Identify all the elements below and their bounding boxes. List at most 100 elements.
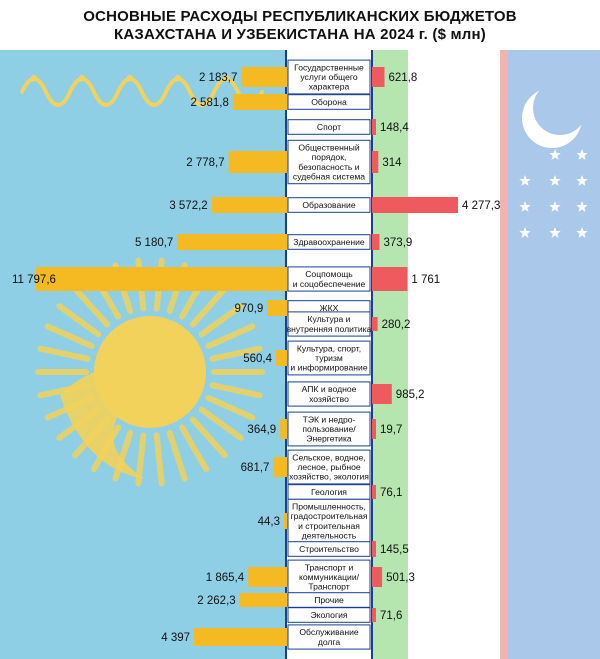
ornament-dot bbox=[126, 74, 134, 82]
kazakhstan-bars bbox=[36, 67, 288, 646]
sun-ray bbox=[44, 323, 95, 349]
category-label: Строительство bbox=[287, 541, 371, 557]
kazakhstan-value-label: 2 581,8 bbox=[190, 97, 228, 109]
uzbekistan-bars bbox=[372, 67, 458, 622]
kazakhstan-value-label: 2 778,7 bbox=[186, 157, 224, 169]
uzbekistan-value-label: 19,7 bbox=[380, 424, 402, 436]
uzbekistan-bar bbox=[372, 608, 376, 622]
category-label-line: Соцпомощь bbox=[305, 269, 353, 279]
chart-title-line-2: КАЗАХСТАНА И УЗБЕКИСТАНА НА 2024 г. ($ м… bbox=[114, 26, 486, 43]
uzbekistan-value-label: 1 761 bbox=[411, 274, 440, 286]
category-label-line: Транспорт и bbox=[305, 562, 354, 572]
uzbekistan-value-label: 4 277,3 bbox=[462, 200, 500, 212]
star-icon bbox=[576, 149, 588, 160]
uzbekistan-value-label: 621,8 bbox=[389, 72, 418, 84]
category-label-line: Энергетика bbox=[306, 434, 352, 444]
category-label-line: градостроительная bbox=[290, 511, 367, 521]
kazakhstan-value-label: 11 797,6 bbox=[12, 274, 56, 286]
kazakhstan-value-label: 3 572,2 bbox=[169, 200, 207, 212]
kazakhstan-value-label: 364,9 bbox=[247, 424, 276, 436]
kazakhstan-value-label: 44,3 bbox=[258, 516, 280, 528]
sun-ray bbox=[198, 303, 244, 338]
category-label-line: Прочие bbox=[314, 595, 344, 605]
star-icon bbox=[576, 175, 588, 186]
crescent-moon-cutout bbox=[533, 81, 587, 135]
eagle-icon bbox=[60, 367, 155, 479]
category-label-box bbox=[287, 498, 371, 544]
sun-ray bbox=[112, 429, 134, 482]
sun-ray bbox=[179, 424, 209, 472]
category-label: Здравоохранение bbox=[287, 234, 371, 250]
kazakhstan-bar bbox=[232, 94, 288, 110]
uzbekistan-value-label: 501,3 bbox=[386, 572, 415, 584]
category-label-line: Строительство bbox=[299, 544, 359, 554]
category-label-line: порядок, bbox=[312, 152, 347, 162]
category-label-line: Государственные bbox=[294, 62, 364, 72]
category-label-box bbox=[287, 559, 371, 595]
uzbekistan-value-label: 373,9 bbox=[384, 237, 413, 249]
category-label: Спорт bbox=[287, 119, 371, 135]
kazakhstan-value-label: 5 180,7 bbox=[135, 237, 173, 249]
uzbekistan-value-label: 985,2 bbox=[396, 389, 425, 401]
category-label-line: туризм bbox=[315, 353, 343, 363]
kazakhstan-bar bbox=[228, 151, 288, 173]
sun-ray bbox=[56, 303, 102, 338]
category-label: Экология bbox=[287, 607, 371, 623]
category-label-box bbox=[287, 234, 371, 250]
category-label-line: Сельское, водное, bbox=[292, 452, 365, 462]
kazakhstan-value-label: 560,4 bbox=[243, 353, 272, 365]
category-label: Геология bbox=[287, 484, 371, 500]
uzbekistan-flag-white-stripe bbox=[408, 50, 500, 659]
kazakhstan-bar bbox=[194, 628, 288, 646]
category-label-box bbox=[287, 449, 371, 485]
kazakhstan-bar bbox=[267, 300, 288, 316]
uzbekistan-bar bbox=[372, 234, 380, 250]
kazakhstan-value-label: 4 397 bbox=[161, 632, 190, 644]
kazakhstan-bar bbox=[276, 350, 288, 366]
uzbekistan-flag-blue-stripe bbox=[508, 50, 600, 659]
sun-ray bbox=[72, 285, 111, 328]
uzbekistan-flag-red-stripe bbox=[500, 50, 508, 659]
uzbekistan-bar bbox=[372, 197, 458, 213]
kazakhstan-bar bbox=[211, 197, 288, 213]
category-label-line: Экология bbox=[310, 610, 347, 620]
ornament-dot bbox=[30, 74, 38, 82]
star-icon bbox=[576, 201, 588, 212]
category-label-line: Культура, спорт, bbox=[297, 343, 361, 353]
uzbekistan-value-label: 280,2 bbox=[382, 319, 411, 331]
kazakhstan-bar bbox=[273, 457, 288, 477]
category-label-line: услуги общего bbox=[300, 72, 358, 82]
sun-ray bbox=[189, 416, 228, 459]
sun-ray bbox=[37, 345, 91, 362]
category-label-line: Транспорт bbox=[308, 582, 349, 592]
kazakhstan-bar bbox=[280, 419, 288, 439]
category-label: Образование bbox=[287, 197, 371, 213]
category-label-line: АПК и водное bbox=[302, 384, 357, 394]
uzbekistan-value-label: 148,4 bbox=[380, 122, 409, 134]
category-label-line: безопасность и bbox=[298, 162, 359, 172]
category-label-box bbox=[287, 340, 371, 376]
uzbekistan-bar bbox=[372, 119, 376, 135]
sun-ray bbox=[198, 406, 244, 441]
kazakhstan-bar bbox=[36, 267, 288, 291]
category-label-line: судебная система bbox=[293, 171, 365, 181]
sun-ray bbox=[209, 382, 263, 399]
uzbekistan-bar bbox=[372, 151, 379, 173]
category-label-line: Общественный bbox=[298, 143, 360, 153]
category-label-box bbox=[287, 197, 371, 213]
kazakhstan-bar bbox=[241, 67, 288, 87]
star-icon bbox=[549, 175, 561, 186]
kazakhstan-bar bbox=[177, 234, 288, 250]
star-icon bbox=[519, 227, 531, 238]
category-label-box bbox=[287, 94, 371, 110]
uzbekistan-bar bbox=[372, 541, 376, 557]
uzbekistan-value-label: 314 bbox=[382, 157, 402, 169]
category-label: Оборона bbox=[287, 94, 371, 110]
